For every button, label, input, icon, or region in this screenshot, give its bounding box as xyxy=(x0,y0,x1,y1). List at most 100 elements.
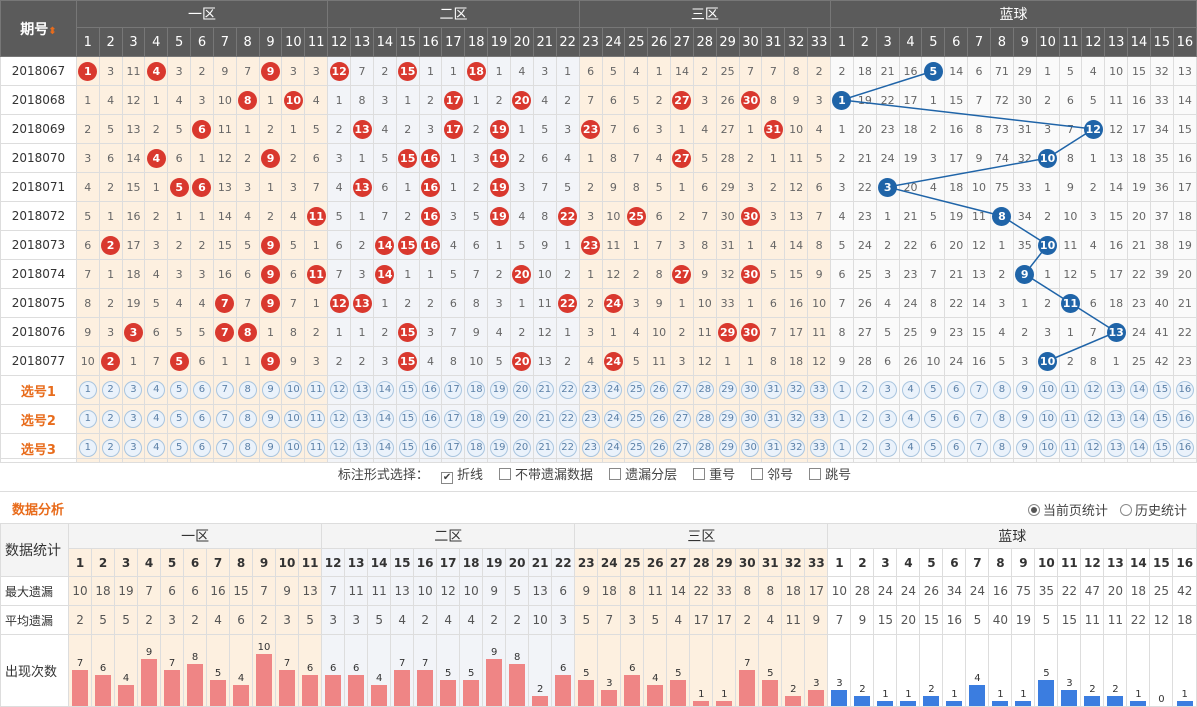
pick-number-button[interactable]: 33 xyxy=(810,439,829,457)
pick-number-button[interactable]: 8 xyxy=(992,381,1011,399)
pick-number-button[interactable]: 9 xyxy=(261,381,280,399)
pick-number-button[interactable]: 16 xyxy=(421,439,440,457)
checkbox-icon[interactable] xyxy=(609,468,622,480)
pick-number-button[interactable]: 6 xyxy=(192,410,211,428)
pick-number-button[interactable]: 31 xyxy=(764,381,783,399)
pick-number-button[interactable]: 4 xyxy=(901,439,920,457)
pick-number-button[interactable]: 9 xyxy=(1015,381,1034,399)
pick-number-button[interactable]: 22 xyxy=(558,381,577,399)
pick-number-button[interactable]: 32 xyxy=(787,381,806,399)
pick-number-button[interactable]: 18 xyxy=(467,381,486,399)
pick-number-button[interactable]: 4 xyxy=(901,381,920,399)
pick-number-button[interactable]: 9 xyxy=(1015,439,1034,457)
pick-number-button[interactable]: 12 xyxy=(330,439,349,457)
pick-number-button[interactable]: 5 xyxy=(170,410,189,428)
pick-number-button[interactable]: 28 xyxy=(695,439,714,457)
pick-number-button[interactable]: 16 xyxy=(1175,439,1194,457)
pick-number-button[interactable]: 19 xyxy=(490,439,509,457)
pick-number-button[interactable]: 3 xyxy=(124,410,143,428)
pick-number-button[interactable]: 28 xyxy=(695,410,714,428)
pick-number-button[interactable]: 4 xyxy=(147,381,166,399)
pick-number-button[interactable]: 4 xyxy=(147,410,166,428)
pick-number-button[interactable]: 4 xyxy=(901,410,920,428)
pick-number-button[interactable]: 17 xyxy=(444,439,463,457)
issue-header[interactable]: 期号⬍ xyxy=(0,0,77,57)
pick-number-button[interactable]: 13 xyxy=(1107,439,1126,457)
pick-number-button[interactable]: 20 xyxy=(512,381,531,399)
pick-number-button[interactable]: 30 xyxy=(741,381,760,399)
checkbox-icon[interactable] xyxy=(693,468,706,480)
pick-number-button[interactable]: 2 xyxy=(855,410,874,428)
pick-number-button[interactable]: 1 xyxy=(832,439,851,457)
option-不带遗漏数据[interactable]: 不带遗漏数据 xyxy=(499,459,593,493)
pick-number-button[interactable]: 15 xyxy=(398,439,417,457)
pick-number-button[interactable]: 15 xyxy=(1152,381,1171,399)
pick-number-button[interactable]: 7 xyxy=(215,381,234,399)
pick-number-button[interactable]: 32 xyxy=(787,439,806,457)
pick-number-button[interactable]: 10 xyxy=(1038,410,1057,428)
pick-number-button[interactable]: 29 xyxy=(718,381,737,399)
pick-number-button[interactable]: 14 xyxy=(1129,439,1148,457)
pick-number-button[interactable]: 2 xyxy=(855,439,874,457)
pick-number-button[interactable]: 12 xyxy=(1084,410,1103,428)
pick-number-button[interactable]: 17 xyxy=(444,381,463,399)
pick-number-button[interactable]: 16 xyxy=(1175,410,1194,428)
pick-number-button[interactable]: 14 xyxy=(1129,410,1148,428)
option-跳号[interactable]: 跳号 xyxy=(809,459,851,493)
pick-number-button[interactable]: 8 xyxy=(238,381,257,399)
pick-number-button[interactable]: 14 xyxy=(375,381,394,399)
pick-number-button[interactable]: 5 xyxy=(924,381,943,399)
pick-number-button[interactable]: 32 xyxy=(787,410,806,428)
pick-number-button[interactable]: 7 xyxy=(970,439,989,457)
pick-number-button[interactable]: 9 xyxy=(261,439,280,457)
pick-number-button[interactable]: 6 xyxy=(947,410,966,428)
option-邻号[interactable]: 邻号 xyxy=(751,459,793,493)
pick-number-button[interactable]: 12 xyxy=(1084,381,1103,399)
pick-number-button[interactable]: 15 xyxy=(398,381,417,399)
pick-number-button[interactable]: 14 xyxy=(375,410,394,428)
pick-number-button[interactable]: 24 xyxy=(604,410,623,428)
pick-number-button[interactable]: 27 xyxy=(672,439,691,457)
checkbox-icon[interactable] xyxy=(751,468,764,480)
pick-number-button[interactable]: 25 xyxy=(627,410,646,428)
pick-number-button[interactable]: 31 xyxy=(764,439,783,457)
radio-history[interactable]: 历史统计 xyxy=(1112,504,1187,519)
checkbox-icon[interactable] xyxy=(809,468,822,480)
pick-number-button[interactable]: 26 xyxy=(650,439,669,457)
pick-number-button[interactable]: 6 xyxy=(947,381,966,399)
pick-number-button[interactable]: 19 xyxy=(490,410,509,428)
pick-number-button[interactable]: 2 xyxy=(101,439,120,457)
pick-number-button[interactable]: 27 xyxy=(672,381,691,399)
pick-number-button[interactable]: 28 xyxy=(695,381,714,399)
pick-number-button[interactable]: 9 xyxy=(261,410,280,428)
pick-number-button[interactable]: 33 xyxy=(810,410,829,428)
pick-number-button[interactable]: 7 xyxy=(970,410,989,428)
pick-number-button[interactable]: 13 xyxy=(1107,410,1126,428)
pick-number-button[interactable]: 7 xyxy=(215,410,234,428)
pick-number-button[interactable]: 21 xyxy=(535,410,554,428)
pick-number-button[interactable]: 8 xyxy=(238,410,257,428)
pick-number-button[interactable]: 11 xyxy=(1061,381,1080,399)
pick-number-button[interactable]: 21 xyxy=(535,439,554,457)
pick-number-button[interactable]: 1 xyxy=(78,410,97,428)
pick-number-button[interactable]: 10 xyxy=(284,439,303,457)
pick-number-button[interactable]: 18 xyxy=(467,439,486,457)
pick-number-button[interactable]: 16 xyxy=(1175,381,1194,399)
pick-number-button[interactable]: 19 xyxy=(490,381,509,399)
pick-number-button[interactable]: 12 xyxy=(330,410,349,428)
pick-number-button[interactable]: 1 xyxy=(78,381,97,399)
pick-number-button[interactable]: 9 xyxy=(1015,410,1034,428)
pick-number-button[interactable]: 7 xyxy=(215,439,234,457)
pick-number-button[interactable]: 27 xyxy=(672,410,691,428)
pick-number-button[interactable]: 13 xyxy=(353,410,372,428)
pick-number-button[interactable]: 11 xyxy=(307,410,326,428)
pick-number-button[interactable]: 3 xyxy=(878,410,897,428)
pick-number-button[interactable]: 18 xyxy=(467,410,486,428)
pick-number-button[interactable]: 15 xyxy=(1152,410,1171,428)
pick-number-button[interactable]: 3 xyxy=(878,381,897,399)
pick-number-button[interactable]: 12 xyxy=(330,381,349,399)
pick-number-button[interactable]: 16 xyxy=(421,410,440,428)
pick-number-button[interactable]: 13 xyxy=(1107,381,1126,399)
radio-current-page[interactable]: 当前页统计 xyxy=(1020,504,1108,519)
pick-number-button[interactable]: 4 xyxy=(147,439,166,457)
